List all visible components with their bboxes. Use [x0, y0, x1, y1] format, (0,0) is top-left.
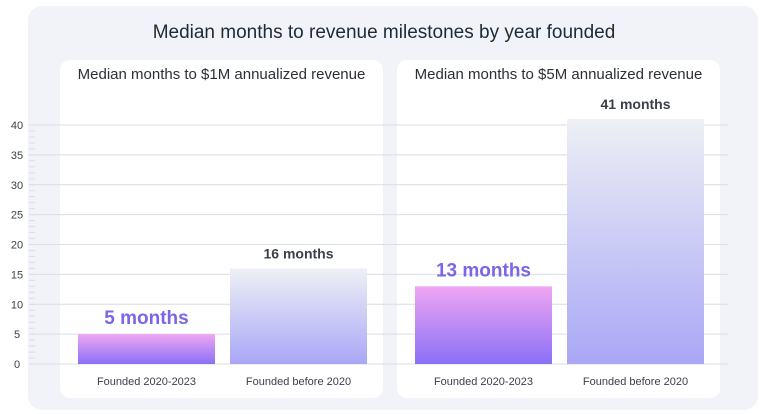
bar-data-label: 16 months: [263, 245, 333, 261]
y-tick-label: 10: [11, 299, 23, 311]
y-tick-label: 5: [14, 329, 20, 341]
panel-1-title: Median months to $1M annualized revenue: [77, 66, 366, 83]
bar-founded-2020-2023: [415, 286, 552, 364]
bar-founded-before-2020: [230, 268, 367, 364]
panel-2-title: Median months to $5M annualized revenue: [414, 66, 703, 83]
y-tick-label: 20: [11, 240, 23, 252]
x-category-label: Founded before 2020: [246, 376, 351, 388]
y-tick-label: 15: [11, 269, 23, 281]
bar-data-label: 5 months: [104, 308, 188, 329]
bar-founded-before-2020: [567, 119, 704, 365]
y-tick-label: 40: [11, 120, 23, 132]
bar-founded-2020-2023: [78, 334, 215, 364]
y-tick-label: 35: [11, 150, 23, 162]
bar-data-label: 13 months: [436, 260, 531, 281]
x-category-label: Founded before 2020: [583, 376, 688, 388]
chart-title: Median months to revenue milestones by y…: [152, 22, 616, 43]
y-tick-label: 25: [11, 210, 23, 222]
x-category-label: Founded 2020-2023: [97, 376, 196, 388]
bar-data-label: 41 months: [600, 96, 670, 112]
x-category-label: Founded 2020-2023: [434, 376, 533, 388]
y-tick-label: 30: [11, 180, 23, 192]
y-tick-label: 0: [14, 359, 20, 371]
